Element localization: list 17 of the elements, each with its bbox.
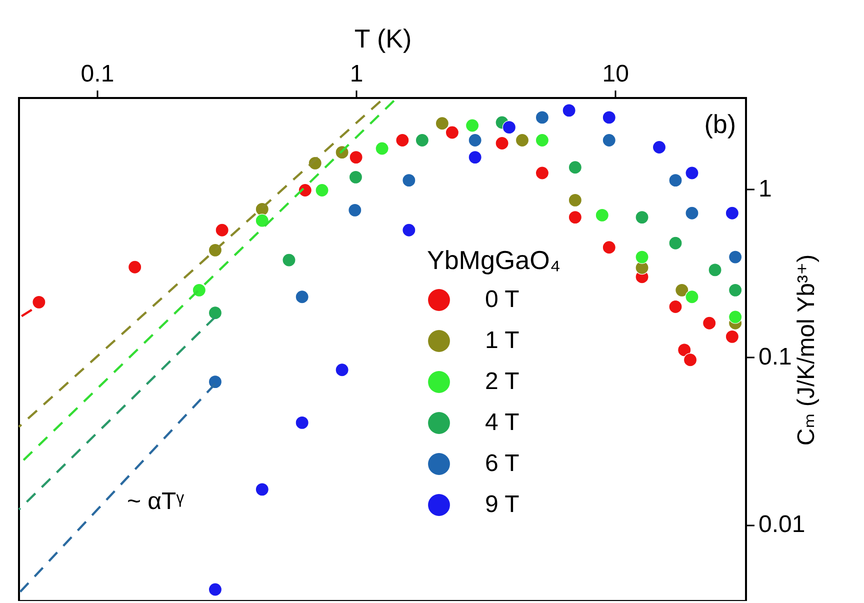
annotation: ~ αTᵞ (127, 488, 184, 515)
legend-label: 0 T (485, 286, 520, 313)
y-tick-label: 0.01 (758, 511, 806, 538)
x-tick-label: 10 (602, 60, 629, 88)
x-axis-title: T (K) (354, 24, 412, 54)
y-axis-title: Cₘ (J/K/mol Yb³⁺) (793, 254, 820, 446)
x-tick-label: 1 (350, 60, 364, 88)
annotation: (b) (704, 109, 736, 139)
legend-label: 9 T (485, 491, 520, 518)
y-tick-label: 1 (758, 176, 772, 203)
x-tick-label: 0.1 (80, 60, 114, 88)
y-tick-label: 0.1 (758, 343, 792, 370)
legend-label: 1 T (485, 327, 520, 354)
legend-label: 2 T (485, 368, 520, 395)
legend-label: 4 T (485, 409, 520, 436)
legend-title: YbMgGaO₄ (427, 245, 560, 275)
legend-label: 6 T (485, 450, 520, 477)
